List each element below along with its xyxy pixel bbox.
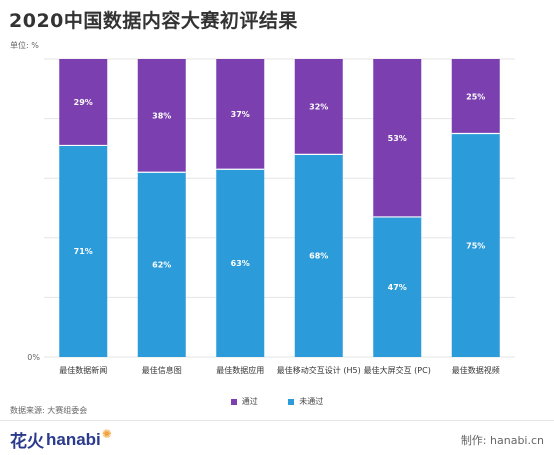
data-label-failed: 63%	[231, 259, 250, 268]
y-tick-label: 0%	[27, 353, 40, 362]
x-tick-label: 最佳移动交互设计 (H5)	[277, 365, 361, 375]
data-label-failed: 68%	[309, 252, 328, 261]
x-tick-label: 最佳信息图	[142, 365, 182, 375]
bar-passed	[59, 59, 108, 146]
unit-label: 单位: %	[10, 41, 39, 50]
hanabi-logo: 花火 hanabi ✺	[10, 426, 112, 453]
data-label-failed: 71%	[74, 247, 93, 256]
legend-swatch-failed	[288, 398, 295, 405]
bar-failed	[216, 169, 265, 357]
data-label-passed: 25%	[466, 92, 485, 101]
x-tick-label: 最佳大屏交互 (PC)	[364, 365, 431, 375]
x-tick-label: 最佳数据视频	[452, 365, 500, 375]
bar-failed	[59, 145, 108, 357]
data-label-passed: 29%	[74, 98, 93, 107]
data-label-passed: 53%	[388, 134, 407, 143]
bar-passed	[451, 59, 500, 134]
x-tick-label: 最佳数据应用	[216, 365, 264, 375]
bar-failed	[137, 172, 186, 357]
legend-label-passed: 通过	[241, 397, 258, 406]
bar-passed	[294, 59, 343, 155]
footer-divider	[0, 420, 554, 421]
legend-label-failed: 未通过	[299, 397, 324, 406]
legend-swatch-passed	[230, 398, 237, 405]
bar-failed	[373, 216, 422, 357]
bar-passed	[137, 59, 186, 173]
data-label-failed: 75%	[466, 241, 485, 250]
legend-item-failed: 未通过	[288, 396, 323, 407]
data-label-passed: 38%	[152, 112, 171, 121]
data-label-failed: 62%	[152, 261, 171, 270]
logo-cn: 花火	[10, 432, 44, 452]
chart-title: 2020中国数据内容大赛初评结果	[9, 10, 298, 32]
data-label-failed: 47%	[388, 283, 407, 292]
x-tick-label: 最佳数据新闻	[59, 365, 107, 375]
bar-failed	[294, 154, 343, 357]
bar-failed	[451, 133, 500, 357]
credit-label: 制作: hanabi.cn	[460, 434, 544, 447]
data-label-passed: 32%	[309, 103, 328, 112]
bar-passed	[216, 59, 265, 170]
spark-icon: ✺	[101, 426, 112, 441]
legend-item-passed: 通过	[230, 396, 258, 407]
bar-passed	[373, 59, 422, 217]
data-label-passed: 37%	[231, 110, 250, 119]
chart-legend: 通过 未通过	[0, 396, 554, 407]
source-label: 数据来源: 大赛组委会	[10, 406, 88, 415]
logo-en: hanabi	[46, 429, 101, 449]
